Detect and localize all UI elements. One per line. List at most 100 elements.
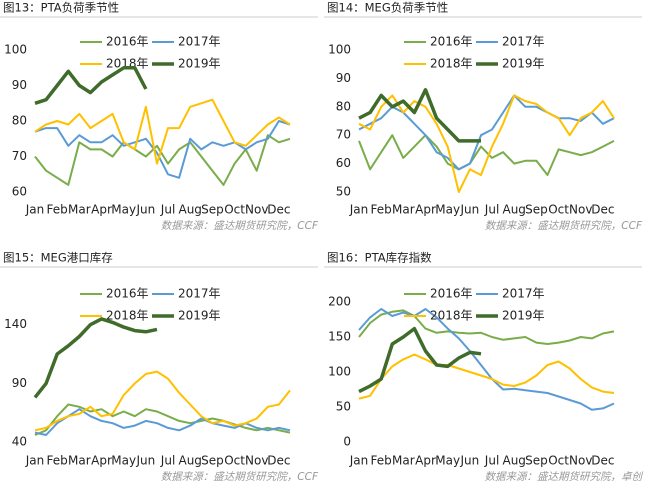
legend-label: 2019年 — [178, 57, 221, 71]
x-tick-label: Sep — [201, 454, 224, 468]
series-line — [358, 94, 615, 171]
legend-label: 2019年 — [502, 57, 545, 71]
x-tick-label: Aug — [178, 454, 201, 468]
series-line — [358, 308, 615, 411]
series-line — [34, 370, 291, 432]
y-tick-label: 150 — [328, 330, 351, 344]
y-tick-label: 100 — [328, 365, 351, 379]
x-tick-label: Mar — [68, 454, 91, 468]
x-tick-label: May — [435, 203, 460, 217]
series-line — [358, 94, 615, 193]
series-line — [358, 134, 615, 176]
y-tick-label: 90 — [12, 78, 27, 92]
x-tick-label: Jun — [135, 203, 155, 217]
y-tick-label: 140 — [4, 317, 27, 331]
series-line — [34, 134, 291, 186]
x-tick-label: Dec — [591, 454, 614, 468]
legend-label: 2018年 — [430, 309, 473, 323]
y-tick-label: 90 — [336, 71, 351, 85]
x-tick-label: Oct — [224, 203, 245, 217]
series-line — [358, 309, 615, 345]
legend-label: 2018年 — [430, 57, 473, 71]
x-tick-label: Dec — [267, 454, 290, 468]
legend-label: 2017年 — [502, 287, 545, 301]
series-line — [34, 403, 291, 436]
x-tick-label: Jan — [349, 203, 369, 217]
x-tick-label: Feb — [371, 203, 392, 217]
y-tick-label: 80 — [12, 114, 27, 128]
series-line — [34, 98, 291, 165]
x-tick-label: Apr — [415, 454, 436, 468]
legend-label: 2016年 — [430, 287, 473, 301]
y-tick-label: 70 — [336, 128, 351, 142]
x-tick-label: Apr — [91, 203, 112, 217]
chart-title: 图15：MEG港口库存 — [3, 251, 113, 265]
chart-title: 图16：PTA库存指数 — [327, 251, 432, 265]
legend-label: 2018年 — [106, 57, 149, 71]
source-note: 数据来源：盛达期货研究院，卓创 — [485, 471, 644, 483]
series-line — [34, 120, 291, 179]
legend-label: 2017年 — [178, 287, 221, 301]
series-line — [33, 317, 158, 399]
legend-label: 2016年 — [106, 287, 149, 301]
y-tick-label: 100 — [4, 43, 27, 57]
x-tick-label: Jan — [349, 454, 369, 468]
y-tick-label: 40 — [12, 435, 27, 449]
x-tick-label: Feb — [47, 454, 68, 468]
legend-label: 2018年 — [106, 309, 149, 323]
x-tick-label: Jul — [160, 454, 175, 468]
x-tick-label: Jul — [484, 203, 499, 217]
y-tick-label: 60 — [12, 185, 27, 199]
x-tick-label: Feb — [47, 203, 68, 217]
x-tick-label: Feb — [371, 454, 392, 468]
x-tick-label: Jun — [135, 454, 155, 468]
x-tick-label: Aug — [178, 203, 201, 217]
x-tick-label: Dec — [267, 203, 290, 217]
x-tick-label: Jul — [484, 454, 499, 468]
x-tick-label: Jun — [459, 454, 479, 468]
x-tick-label: Nov — [569, 203, 592, 217]
series-line — [34, 408, 291, 436]
x-tick-label: Jan — [25, 203, 45, 217]
x-tick-label: Aug — [502, 454, 525, 468]
legend-label: 2016年 — [430, 35, 473, 49]
legend-label: 2016年 — [106, 35, 149, 49]
x-tick-label: May — [111, 203, 136, 217]
x-tick-label: Jul — [160, 203, 175, 217]
x-tick-label: Mar — [392, 203, 415, 217]
y-tick-label: 60 — [336, 156, 351, 170]
y-tick-label: 90 — [12, 376, 27, 390]
x-tick-label: Oct — [548, 203, 569, 217]
legend-label: 2017年 — [502, 35, 545, 49]
x-tick-label: Sep — [525, 203, 548, 217]
x-tick-label: Apr — [91, 454, 112, 468]
x-tick-label: Oct — [548, 454, 569, 468]
legend-label: 2019年 — [178, 309, 221, 323]
x-tick-label: Jun — [459, 203, 479, 217]
chart-title: 图13：PTA负荷季节性 — [3, 1, 119, 15]
y-tick-label: 50 — [336, 400, 351, 414]
x-tick-label: Nov — [245, 454, 268, 468]
x-tick-label: Nov — [569, 454, 592, 468]
x-tick-label: Sep — [201, 203, 224, 217]
x-tick-label: Mar — [68, 203, 91, 217]
series-line — [358, 88, 481, 143]
legend-label: 2017年 — [178, 35, 221, 49]
series-line — [34, 66, 148, 105]
x-tick-label: Oct — [224, 454, 245, 468]
y-tick-label: 70 — [12, 149, 27, 163]
y-tick-label: 80 — [336, 99, 351, 113]
source-note: 数据来源：盛达期货研究院，CCF — [161, 220, 319, 232]
x-tick-label: Mar — [392, 454, 415, 468]
x-tick-label: May — [435, 454, 460, 468]
x-tick-label: Sep — [525, 454, 548, 468]
y-tick-label: 100 — [328, 43, 351, 57]
x-tick-label: Apr — [415, 203, 436, 217]
x-tick-label: May — [111, 454, 136, 468]
source-note: 数据来源：盛达期货研究院，CCF — [161, 471, 319, 483]
x-tick-label: Nov — [245, 203, 268, 217]
y-tick-label: 200 — [328, 295, 351, 309]
y-tick-label: 50 — [336, 185, 351, 199]
source-note: 数据来源：盛达期货研究院，CCF — [485, 220, 643, 232]
